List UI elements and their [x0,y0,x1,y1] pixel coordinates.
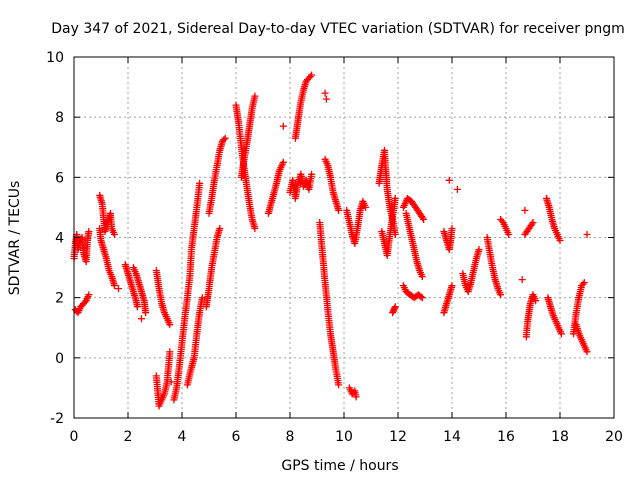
data-point [448,225,456,232]
data-point [335,206,343,214]
data-point [475,246,483,253]
data-point [220,136,228,144]
x-tick-label: 0 [70,429,79,445]
data-point [556,237,564,244]
data-point [85,228,93,235]
x-tick-label: 10 [335,429,353,445]
data-point [497,291,505,299]
data-point [528,220,536,228]
data-point [417,293,425,301]
data-point [445,176,453,184]
x-tick-label: 6 [232,429,241,445]
data-point [133,303,141,311]
data-point [419,214,427,222]
data-point [391,194,399,202]
y-tick-label: -2 [50,411,64,427]
y-tick-label: 10 [46,50,64,66]
data-point [166,321,174,329]
y-tick-labels: -2 0 2 4 6 8 10 [46,50,64,427]
y-tick-label: 6 [55,170,64,186]
axis-ticks [73,56,615,419]
y-tick-label: 4 [55,231,64,247]
x-tick-label: 20 [605,429,623,445]
x-tick-label: 18 [551,429,569,445]
x-tick-label: 4 [178,429,187,445]
data-point [279,122,287,130]
data-point [583,231,591,238]
data-point [166,348,174,356]
data-point [583,348,591,356]
data-point [221,134,229,142]
data-point [518,276,526,284]
data-point [362,203,370,211]
data-point [420,216,428,223]
data-point [529,219,537,226]
x-tick-label: 8 [286,429,295,445]
data-point [322,95,330,103]
data-point [111,282,118,290]
y-axis-title: SDTVAR / TECUs [7,181,23,296]
data-point [521,206,529,214]
data-point [306,73,314,81]
data-point [448,282,456,290]
data-point [115,285,122,293]
data-point [111,231,118,238]
data-point [453,185,461,193]
data-point [196,179,204,187]
data-point [389,309,397,317]
x-tick-label: 16 [497,429,515,445]
data-point [335,381,343,389]
x-tick-label: 14 [443,429,461,445]
x-tick-label: 2 [124,429,133,445]
data-point [216,225,224,232]
data-point [579,280,587,288]
data-point [532,297,540,305]
x-axis-title: GPS time / hours [281,458,398,474]
data-point [308,170,316,178]
data-point [418,294,426,302]
data-point [251,225,259,232]
y-tick-label: 8 [55,110,64,126]
data-point [279,158,287,166]
data-point [352,393,360,401]
data-point [167,378,175,386]
data-point [580,279,588,287]
chart-title: Day 347 of 2021, Sidereal Day-to-day VTE… [51,21,625,37]
y-tick-label: 0 [55,351,64,367]
data-point [391,304,399,312]
data-point [390,306,398,314]
data-point [251,92,259,100]
y-tick-label: 2 [55,291,64,307]
x-tick-label: 12 [389,429,407,445]
data-point [505,231,513,238]
x-tick-labels: 0 2 4 6 8 10 12 14 16 18 20 [70,429,623,445]
data-point [557,330,565,338]
data-point [198,294,206,302]
data-point [391,303,399,311]
data-point [418,273,426,281]
data-point [308,71,316,79]
grid-lines [74,57,614,418]
data-point [321,89,329,97]
data-markers [70,71,591,410]
data-point [85,291,93,299]
data-point [142,309,150,317]
data-point [138,315,145,323]
